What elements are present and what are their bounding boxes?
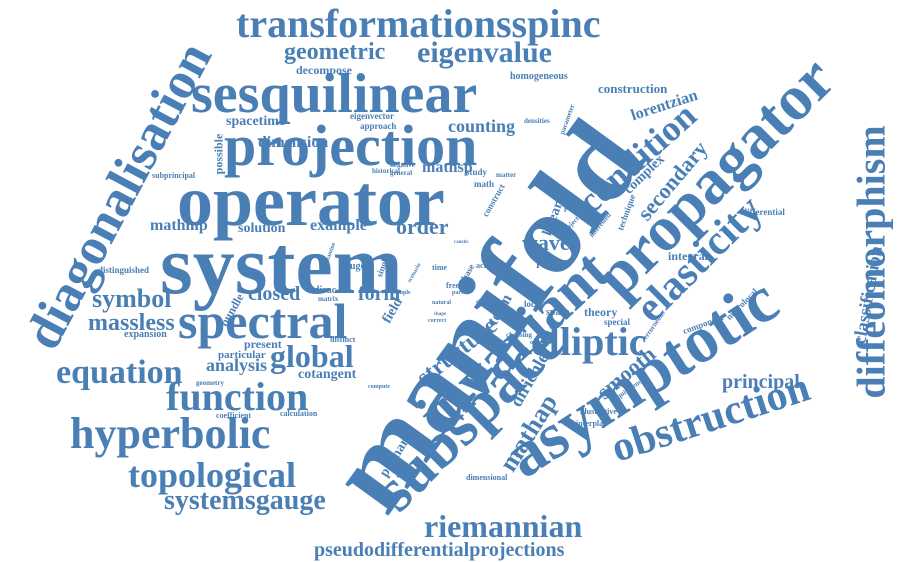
word-study: study [466,167,488,177]
word-densities: densities [524,117,550,125]
word-interplay: interplay [576,419,608,428]
word-function: function [166,374,309,419]
word-example: example [310,217,367,234]
word-wave: wave [522,230,570,255]
word-illustrative: illustrative [580,407,617,416]
word-simple: simple [394,290,411,296]
word-local: local [524,299,542,309]
word-principal: principal [722,371,800,393]
word-dimensional: dimensional [466,473,508,482]
word-present: present [244,337,282,351]
word-positive: positive [564,203,591,212]
word-solution: solution [238,221,286,236]
word-theory: theory [584,305,618,319]
word-gauge: gauge [340,261,365,272]
word-part: part [452,290,463,296]
word-subprincipal: subprincipal [152,171,196,180]
word-system: system [160,219,403,312]
word-matrix: matrix [318,295,339,303]
word-mathsp: mathsp [422,159,473,176]
word-thesis: thesis [476,300,491,306]
word-overview: overview [530,340,553,346]
word-expansion: expansion [124,329,167,340]
word-topological: topological [128,455,296,495]
word-spacetime: spacetime [226,114,286,129]
word-counting: counting [448,116,516,136]
word-symbol: symbol [92,284,172,313]
word-space: space [546,307,570,318]
word-time: time [432,263,448,272]
word-pseudodifferentialprojections: pseudodifferentialprojections [314,539,565,561]
word-general: general [390,169,413,177]
word-global: global [270,338,354,374]
word-homogeneous: homogeneous [510,71,568,82]
word-analysis: analysis [206,355,268,375]
word-form: form [358,283,401,305]
word-elliptic: elliptic [531,319,647,364]
word-massless: massless [88,310,175,336]
word-particular: particular [218,349,266,361]
word-hyperbolic: hyperbolic [70,409,271,458]
word-free: free [446,281,460,290]
word-eigenvalue: eigenvalue [417,36,552,69]
word-math: math [474,179,494,189]
word-transformationsspinc: transformationsspinc [236,1,601,46]
word-caustic: caustic [454,240,469,245]
word-distinct: distinct [330,335,356,344]
word-calculation: calculation [280,409,318,418]
word-projection: projection [224,113,478,178]
word-riemannian: riemannian [424,508,583,544]
word-approach: approach [360,121,397,131]
word-differential: differential [742,207,785,217]
word-special: special [604,317,630,327]
word-choosing: choosing [506,331,533,339]
word-scenario: scenario [406,262,423,284]
word-equation: equation [56,354,183,391]
word-closed: closed [248,283,301,305]
word-matter: matter [496,171,517,179]
word-correct: correct [428,318,447,324]
word-cotangent: cotangent [298,367,357,382]
word-negative: negative [390,161,415,169]
word-construction: construction [598,81,668,96]
word-establish: establish [450,396,473,402]
word-sesquilinear: sesquilinear [191,63,478,125]
word-compute: compute [368,384,390,390]
word-order: order [396,214,449,239]
word-action: action [476,261,497,270]
word-integral: integral [668,249,708,263]
word-possible: possible [211,133,226,175]
word-dimension: dimension [258,134,329,151]
word-mathmp: mathmp [150,217,208,234]
word-historical: historical [372,167,400,175]
word-shape: shape [434,312,447,317]
word-spectral: spectral [178,293,348,349]
word-decompose: decompose [296,63,352,77]
word-geometry: geometry [196,379,224,387]
word-eigenvector: eigenvector [350,111,394,121]
word-geometric: geometric [284,39,386,65]
word-systemsgauge: systemsgauge [164,485,326,516]
word-coefficient: coefficient [216,411,252,420]
word-natural: natural [432,300,452,306]
word-result: result [536,257,566,271]
word-distinguished: distinguished [98,265,150,275]
word-operator: operator [177,161,445,241]
word-dirac: dirac [314,285,337,296]
